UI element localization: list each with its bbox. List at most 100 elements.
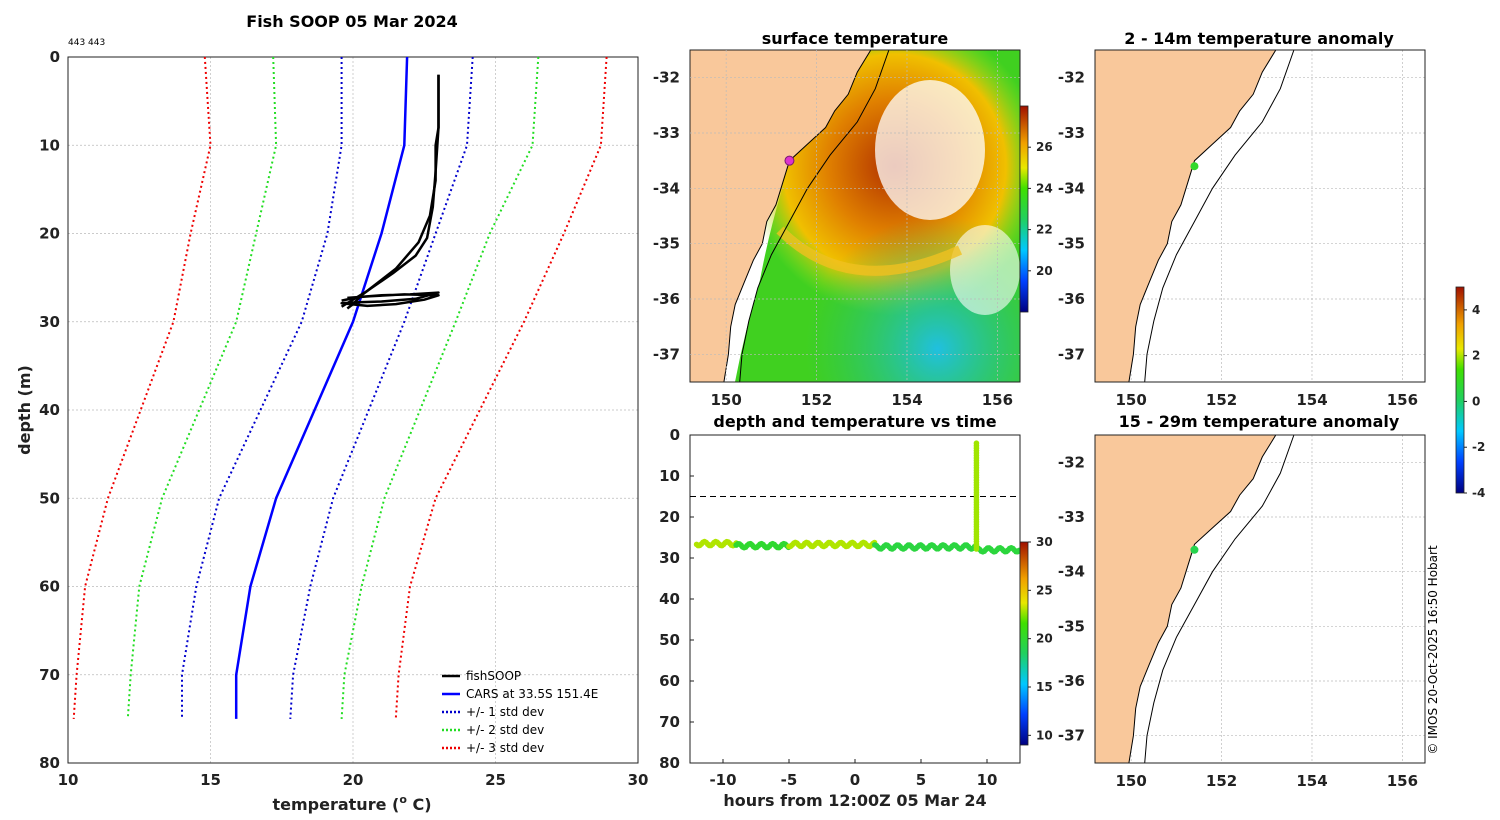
anomaly-deep-map: 15 - 29m temperature anomaly 150 152 154 15…	[1058, 412, 1426, 790]
anomaly-shallow-land	[1094, 49, 1277, 383]
anomaly-shallow-title: 2 - 14m temperature anomaly	[1124, 29, 1394, 48]
profile-y-tick-label: 40	[39, 401, 60, 419]
surface-temperature-map: surface temperature 150 152 154 156 -32 -33 -3…	[653, 29, 1053, 409]
depth-time-y-tick-label: 80	[659, 754, 680, 772]
depth-time-colorbar-gradient	[1019, 541, 1029, 746]
depth-time-cast-point	[973, 546, 980, 552]
sst-colorbar-tick-label: 24	[1036, 181, 1053, 195]
legend-label: fishSOOP	[466, 669, 521, 683]
sst-lat-tick-label: -33	[653, 124, 680, 142]
profile-x-tick-label: 30	[628, 771, 649, 789]
depth-time-colorbar: 10 15 20 25 30	[1019, 535, 1053, 746]
anomaly-colorbar-tick-label: -2	[1472, 440, 1485, 454]
anomaly-deep-land	[1094, 434, 1277, 764]
sst-colorbar-tick-label: 26	[1036, 140, 1053, 154]
anomaly-deep-lon-tick-label: 154	[1296, 772, 1327, 790]
depth-time-x-label: hours from 12:00Z 05 Mar 24	[723, 791, 986, 810]
profile-y-tick-label: 10	[39, 136, 60, 154]
anomaly-shallow-lon-tick-label: 152	[1206, 391, 1237, 409]
anomaly-shallow-lat-tick-label: -33	[1058, 124, 1085, 142]
anomaly-colorbar-tick-label: 2	[1472, 349, 1480, 363]
profile-series--1-std-dev	[181, 57, 343, 719]
depth-time-y-tick-label: 0	[670, 426, 680, 444]
depth-time-colorbar-tick-label: 20	[1036, 632, 1053, 646]
profile-series-fishsoop-upcast	[340, 74, 440, 308]
legend-label: CARS at 33.5S 151.4E	[466, 687, 598, 701]
profile-series--1-std-dev	[289, 56, 474, 719]
profile-y-tick-label: 60	[39, 578, 60, 596]
anomaly-deep-lat-tick-label: -35	[1058, 617, 1085, 635]
profile-y-tick-label: 70	[39, 666, 60, 684]
depth-time-y-tick-label: 70	[659, 713, 680, 731]
profile-legend: fishSOOP CARS at 33.5S 151.4E +/- 1 std de…	[442, 669, 598, 755]
anomaly-colorbar: -4 -2 0 2 4	[1455, 286, 1485, 500]
profile-series--2-std-dev	[126, 56, 278, 719]
anomaly-colorbar-tick-label: -4	[1472, 486, 1485, 500]
sst-lat-tick-label: -32	[653, 69, 680, 87]
profile-y-label: depth (m)	[15, 365, 34, 455]
anomaly-shallow-lat-tick-label: -37	[1058, 345, 1085, 363]
depth-time-y-tick-label: 30	[659, 549, 680, 567]
depth-time-y-tick-label: 60	[659, 672, 680, 690]
anomaly-shallow-lat-tick-label: -36	[1058, 290, 1085, 308]
sst-cloud-gap-2	[950, 225, 1020, 315]
sst-colorbar: 20 22 24 26	[1019, 105, 1053, 313]
profile-y-tick-label: 30	[39, 313, 60, 331]
depth-time-x-tick-label: 10	[977, 771, 998, 789]
anomaly-deep-lon-tick-label: 152	[1206, 772, 1237, 790]
sst-lon-tick-label: 154	[891, 391, 922, 409]
anomaly-shallow-map: 2 - 14m temperature anomaly 150 152 154 156…	[1058, 29, 1426, 409]
anomaly-deep-lat-tick-label: -32	[1058, 453, 1085, 471]
anomaly-deep-lat-tick-label: -34	[1058, 563, 1085, 581]
depth-time-chart: depth and temperature vs time -10 -5 0 5 10 0…	[659, 412, 1053, 810]
anomaly-colorbar-gradient	[1455, 286, 1465, 494]
depth-time-x-tick-label: 5	[916, 771, 926, 789]
sst-lat-tick-label: -37	[653, 345, 680, 363]
sst-colorbar-tick-label: 20	[1036, 264, 1053, 278]
depth-time-colorbar-tick-label: 15	[1036, 680, 1053, 694]
depth-time-y-tick-label: 50	[659, 631, 680, 649]
anomaly-shallow-location-marker	[1190, 162, 1199, 171]
sst-location-marker	[784, 155, 795, 166]
anomaly-deep-lon-tick-label: 156	[1387, 772, 1418, 790]
profile-plot-frame	[67, 56, 639, 764]
profile-x-tick-label: 20	[343, 771, 364, 789]
sst-cloud-gap	[875, 80, 985, 220]
profile-y-tick-label: 80	[39, 754, 60, 772]
depth-time-y-tick-label: 20	[659, 508, 680, 526]
main-title: Fish SOOP 05 Mar 2024	[246, 12, 457, 31]
anomaly-shallow-shelf-contour	[1144, 49, 1295, 383]
sst-colorbar-tick-label: 22	[1036, 223, 1053, 237]
sst-front	[776, 226, 963, 276]
anomaly-shallow-lon-tick-label: 150	[1116, 391, 1147, 409]
anomaly-shallow-lat-tick-label: -34	[1058, 179, 1085, 197]
profile-x-tick-label: 10	[58, 771, 79, 789]
profile-x-tick-label: 25	[485, 771, 506, 789]
sst-lon-tick-label: 152	[801, 391, 832, 409]
depth-time-y-tick-label: 40	[659, 590, 680, 608]
surface-map-title: surface temperature	[762, 29, 949, 48]
legend-label: +/- 2 std dev	[466, 723, 544, 737]
anomaly-deep-frame	[1094, 434, 1426, 764]
copyright-label: © IMOS 20-Oct-2025 16:50 Hobart	[1426, 545, 1440, 755]
depth-time-colorbar-tick-label: 10	[1036, 728, 1053, 742]
depth-time-frame	[689, 434, 1021, 764]
sst-lon-tick-label: 156	[982, 391, 1013, 409]
profile-series-fishsoop-bottom	[340, 291, 440, 308]
depth-time-colorbar-tick-label: 30	[1036, 535, 1053, 549]
sst-colorbar-gradient	[1019, 105, 1029, 313]
profile-series--3-std-dev	[394, 56, 608, 719]
profile-y-tick-label: 0	[50, 48, 60, 66]
anomaly-deep-location-marker	[1190, 545, 1199, 554]
depth-time-colorbar-tick-label: 25	[1036, 583, 1053, 597]
anomaly-deep-lat-tick-label: -36	[1058, 672, 1085, 690]
depth-time-x-tick-label: 0	[850, 771, 860, 789]
profile-y-tick-label: 20	[39, 225, 60, 243]
sst-lon-tick-label: 150	[711, 391, 742, 409]
anomaly-deep-lat-tick-label: -37	[1058, 727, 1085, 745]
profile-x-label: temperature (o C)	[272, 793, 431, 814]
profile-chart: 10 15 20 25 30 0 10 20 30 40 50 60 70 80 temperature …	[15, 48, 648, 814]
legend-label: +/- 1 std dev	[466, 705, 544, 719]
sst-lat-tick-label: -34	[653, 179, 680, 197]
